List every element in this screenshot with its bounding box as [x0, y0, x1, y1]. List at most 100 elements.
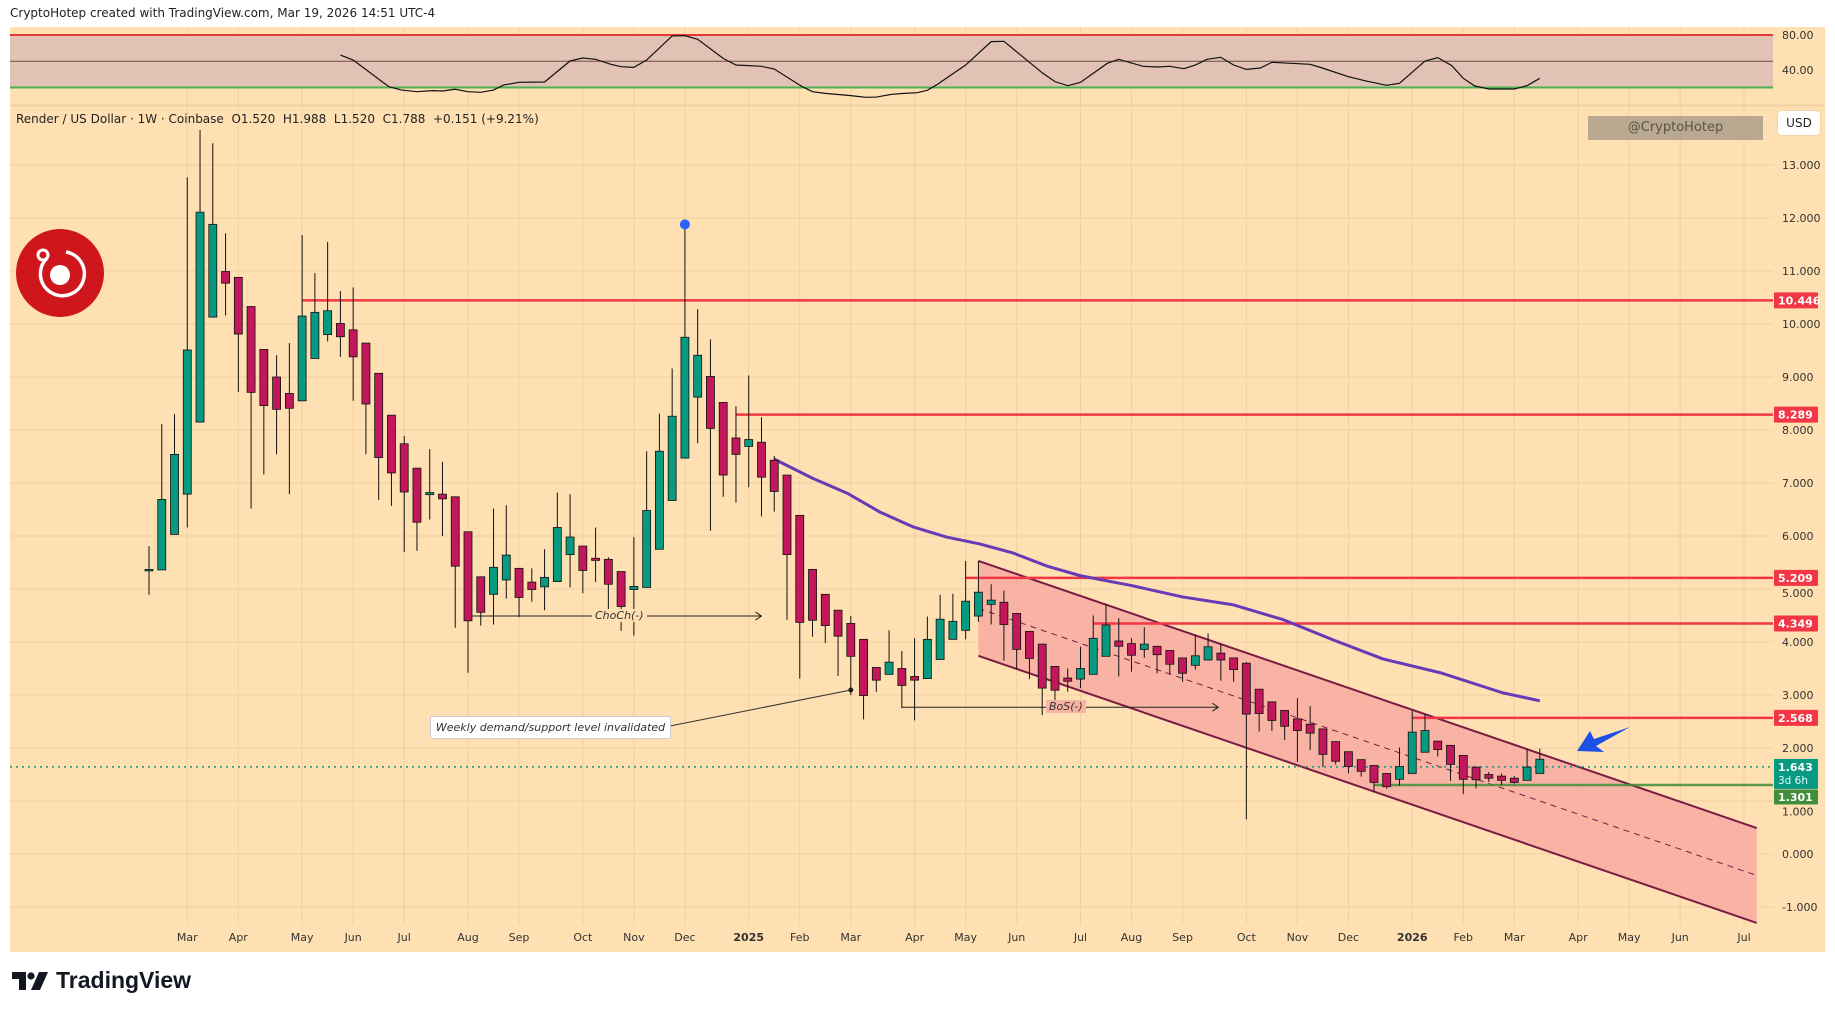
- candle-body-up: [922, 638, 932, 679]
- candle-body-down: [833, 609, 843, 637]
- currency-button[interactable]: USD: [1778, 111, 1820, 135]
- candle: [374, 372, 384, 500]
- candle: [361, 342, 371, 455]
- candle: [1484, 771, 1494, 782]
- candle: [718, 402, 728, 497]
- candle: [170, 414, 179, 535]
- candle: [1318, 728, 1328, 768]
- candle: [731, 406, 741, 503]
- legend-change: +0.151 (+9.21%): [432, 112, 539, 126]
- candle: [782, 474, 792, 620]
- candle: [1407, 710, 1417, 774]
- candle-body-down: [527, 581, 537, 590]
- candle: [552, 492, 562, 582]
- candle-body-down: [361, 342, 371, 405]
- candle: [833, 609, 843, 676]
- candle: [769, 455, 779, 512]
- candle: [999, 590, 1009, 661]
- candle: [501, 505, 511, 599]
- time-tick-label: Mar: [1504, 931, 1525, 944]
- rsi-tick-label: 80.00: [1782, 29, 1814, 42]
- candle-body-down: [782, 474, 792, 555]
- candle: [1522, 749, 1532, 781]
- candle-body-down: [603, 558, 613, 585]
- candle: [425, 449, 435, 520]
- level-price-label: 5.209: [1778, 572, 1813, 585]
- candle: [1127, 638, 1136, 672]
- candle-body-down: [616, 571, 626, 607]
- candle: [1471, 766, 1481, 789]
- choch-label: ChoCh(-): [592, 609, 647, 622]
- time-tick-label: Dec: [1338, 931, 1359, 944]
- candle-body-down: [1127, 643, 1136, 656]
- candle: [399, 435, 409, 552]
- time-tick-label: 2026: [1397, 931, 1428, 944]
- level-price-label-bg: [1774, 615, 1818, 632]
- time-tick-label: Apr: [905, 931, 925, 944]
- candle: [1241, 662, 1251, 820]
- candle-body-down: [1305, 723, 1315, 734]
- candle: [1229, 657, 1238, 682]
- price-tick-label: 3.000: [1782, 689, 1814, 702]
- candle-body-up: [680, 336, 690, 459]
- candle-body-down: [1458, 755, 1468, 780]
- high-marker-dot: [679, 219, 690, 230]
- candle-body-up: [935, 618, 945, 660]
- candle: [820, 593, 830, 644]
- candle-body-up: [425, 492, 435, 496]
- candle: [1025, 631, 1034, 680]
- candle: [233, 276, 243, 392]
- time-tick-label: Jun: [344, 931, 362, 944]
- candle-body-up: [655, 450, 664, 550]
- candle: [1114, 618, 1124, 677]
- price-tick-label: 13.000: [1782, 159, 1821, 172]
- candle: [757, 417, 766, 517]
- candle: [961, 560, 971, 640]
- candle-body-up: [986, 599, 996, 605]
- candle: [297, 234, 307, 402]
- price-tick-label: 8.000: [1782, 424, 1814, 437]
- time-tick-label: Apr: [229, 931, 249, 944]
- candle: [897, 651, 907, 709]
- time-tick-label: Mar: [177, 931, 198, 944]
- current-price-label-bg: [1774, 758, 1818, 789]
- candle-body-up: [693, 354, 703, 398]
- candle-body-up: [540, 576, 549, 588]
- candle-body-down: [1050, 665, 1060, 691]
- candle-body-up: [744, 439, 754, 447]
- candle: [1395, 747, 1404, 786]
- bos-label: BoS(-): [1046, 700, 1086, 713]
- tradingview-brand[interactable]: TradingView: [12, 967, 191, 994]
- candle: [1369, 765, 1379, 792]
- time-tick-label: May: [954, 931, 977, 944]
- candle-body-down: [272, 376, 282, 410]
- candle-body-down: [718, 402, 728, 476]
- candle: [591, 527, 600, 583]
- candle: [871, 667, 881, 692]
- candle: [335, 291, 345, 357]
- candle-body-up: [1535, 758, 1545, 774]
- time-tick-label: Nov: [623, 931, 645, 944]
- bar-countdown-label: 3d 6h: [1778, 775, 1808, 787]
- candle: [1076, 646, 1085, 689]
- price-tick-label: 12.000: [1782, 212, 1821, 225]
- time-tick-label: Nov: [1287, 931, 1309, 944]
- candle-body-up: [974, 591, 983, 617]
- candle-body-down: [221, 271, 230, 284]
- level-price-label-bg: [1774, 709, 1818, 726]
- candle-body-down: [1344, 751, 1353, 767]
- candle: [642, 451, 652, 588]
- candle: [527, 568, 537, 602]
- legend-high: H1.988: [282, 112, 327, 126]
- candle: [1063, 668, 1073, 692]
- candle: [1331, 741, 1341, 765]
- candle-body-down: [769, 459, 779, 492]
- candle: [1458, 755, 1468, 795]
- demand-note-box: Weekly demand/support level invalidated: [430, 716, 671, 739]
- candle-body-down: [1484, 774, 1494, 779]
- candle-body-up: [1076, 668, 1085, 680]
- time-tick-label: Aug: [1121, 931, 1142, 944]
- legend-symbol[interactable]: Render / US Dollar · 1W · Coinbase: [16, 112, 224, 126]
- candle: [1293, 698, 1302, 762]
